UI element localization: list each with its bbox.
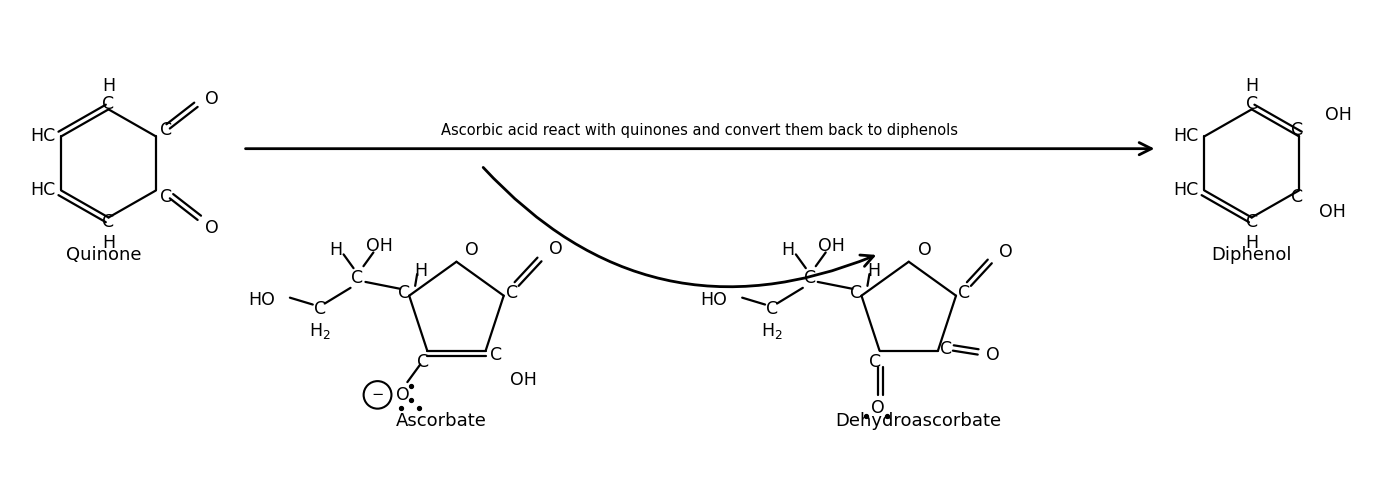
Text: Quinone: Quinone — [66, 246, 141, 264]
Text: C: C — [314, 301, 326, 318]
Text: C: C — [160, 121, 172, 139]
Text: Ascorbate: Ascorbate — [396, 412, 487, 430]
Text: Diphenol: Diphenol — [1211, 246, 1292, 264]
Text: OH: OH — [510, 371, 536, 389]
Text: HO: HO — [248, 291, 274, 308]
Text: H$_2$: H$_2$ — [762, 321, 783, 341]
Text: C: C — [160, 188, 172, 206]
Text: C: C — [958, 284, 970, 302]
Text: O: O — [396, 386, 409, 404]
Text: C: C — [1246, 214, 1257, 231]
Text: HC: HC — [29, 127, 55, 146]
Text: C: C — [1291, 188, 1303, 206]
Text: OH: OH — [1319, 203, 1345, 221]
Text: C: C — [804, 269, 816, 287]
Text: HC: HC — [1173, 182, 1198, 199]
Text: O: O — [998, 244, 1012, 261]
Text: Dehydroascorbate: Dehydroascorbate — [836, 412, 1002, 430]
Text: C: C — [102, 95, 115, 114]
Text: C: C — [939, 339, 952, 358]
Text: C: C — [1246, 95, 1257, 114]
Text: C: C — [766, 301, 778, 318]
Text: O: O — [918, 241, 931, 259]
Text: O: O — [549, 241, 563, 258]
Text: H: H — [414, 262, 427, 280]
Text: C: C — [850, 284, 862, 302]
Text: O: O — [871, 399, 885, 417]
Text: H: H — [329, 242, 342, 259]
Text: C: C — [351, 269, 364, 287]
Text: HO: HO — [700, 291, 727, 308]
Text: HC: HC — [29, 182, 55, 199]
Text: H$_2$: H$_2$ — [309, 321, 330, 341]
FancyArrowPatch shape — [483, 167, 874, 287]
Text: H: H — [102, 77, 115, 95]
Text: H: H — [867, 262, 881, 280]
Text: C: C — [869, 353, 882, 371]
Text: C: C — [505, 284, 518, 302]
Text: H: H — [102, 234, 115, 252]
Text: O: O — [986, 345, 1000, 364]
Text: OH: OH — [1324, 106, 1352, 124]
Text: H: H — [1245, 77, 1259, 95]
Text: HC: HC — [1173, 127, 1198, 146]
Text: Ascorbic acid react with quinones and convert them back to diphenols: Ascorbic acid react with quinones and co… — [441, 123, 959, 138]
Text: OH: OH — [365, 237, 393, 254]
Text: C: C — [417, 353, 430, 371]
Text: H: H — [1245, 234, 1259, 252]
Text: C: C — [398, 284, 410, 302]
Text: O: O — [204, 90, 218, 108]
Text: −: − — [371, 387, 384, 402]
Text: H: H — [781, 242, 794, 259]
Text: OH: OH — [818, 237, 846, 254]
Text: O: O — [204, 219, 218, 237]
Text: C: C — [1291, 121, 1303, 139]
Text: C: C — [490, 345, 501, 364]
Text: O: O — [465, 241, 479, 259]
Text: C: C — [102, 214, 115, 231]
